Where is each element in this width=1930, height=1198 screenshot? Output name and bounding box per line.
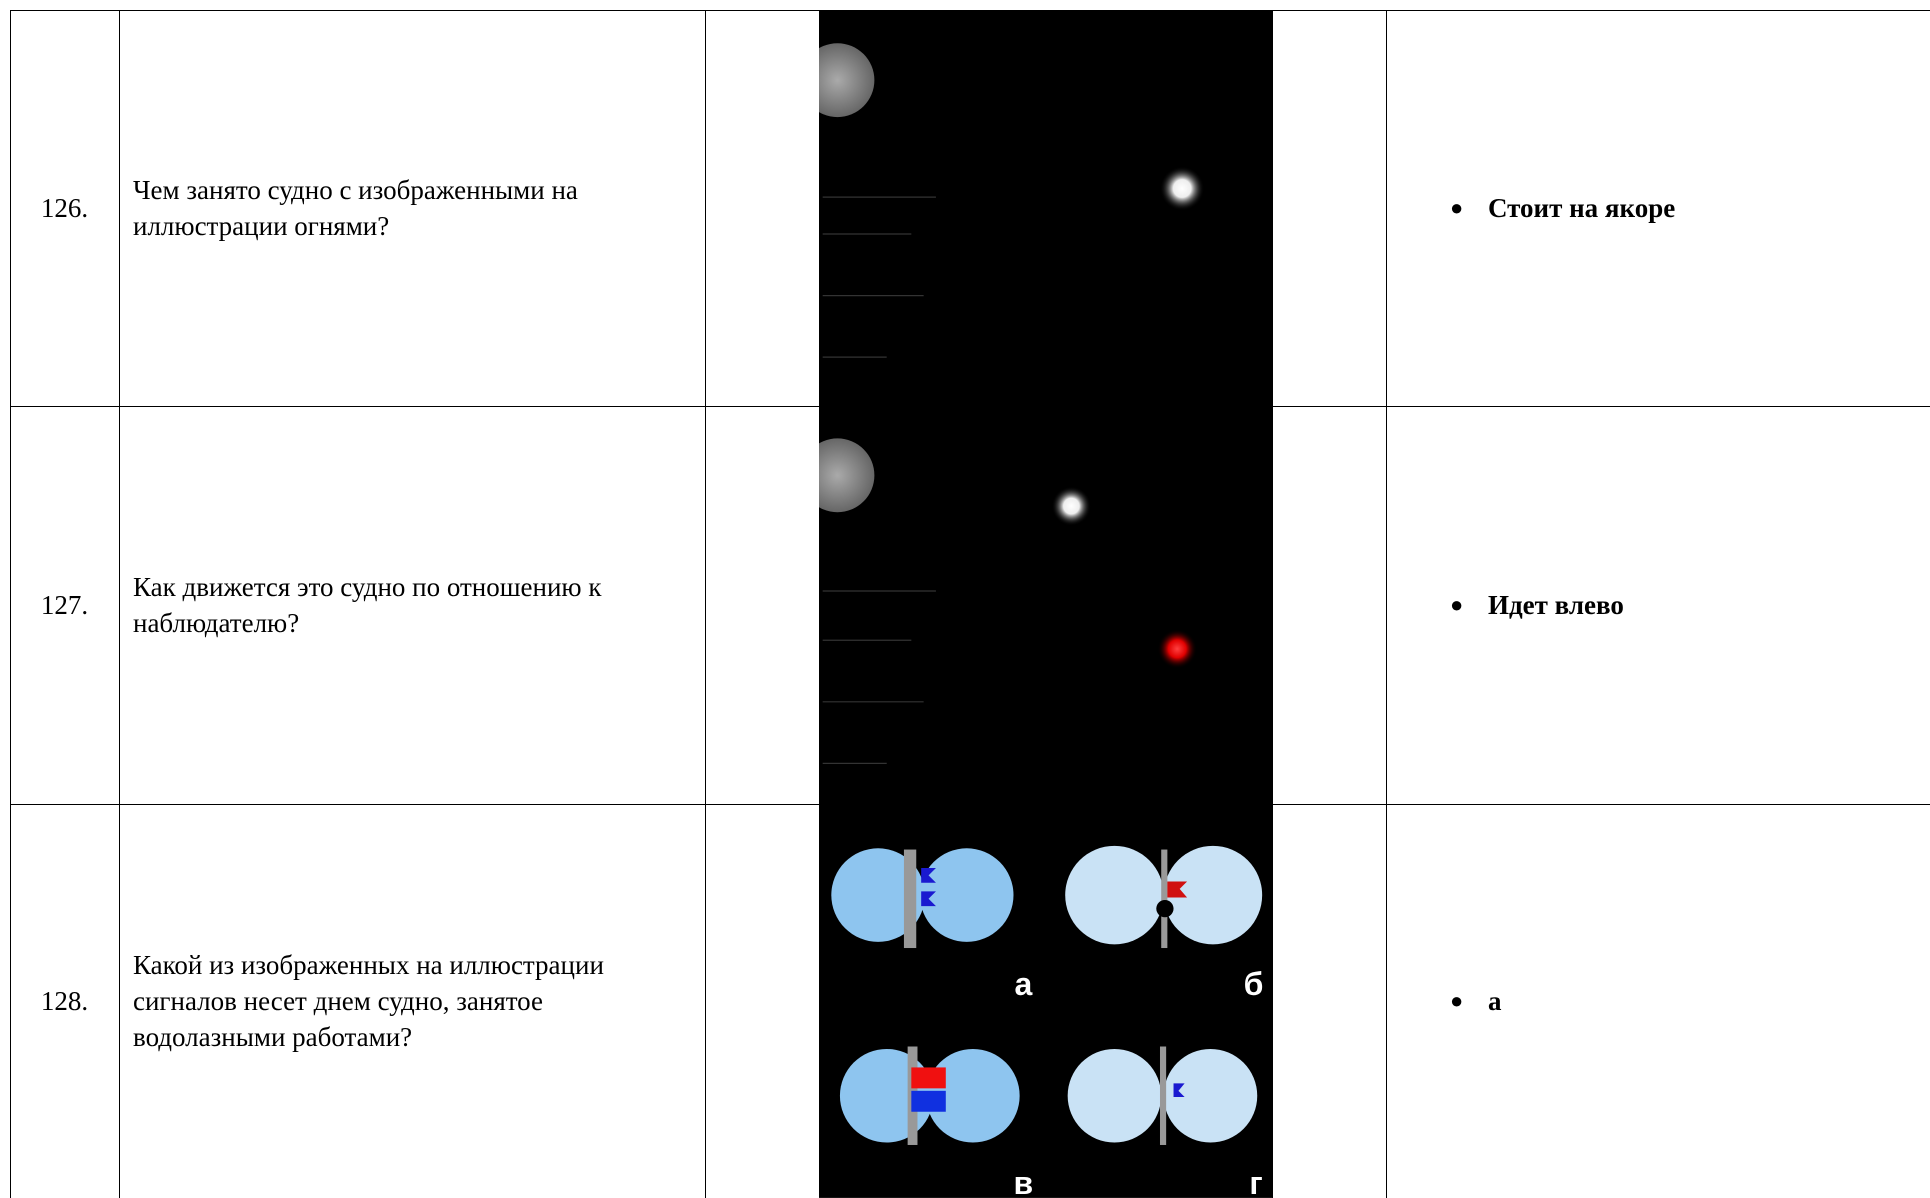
col-border	[119, 10, 120, 1198]
answer: ● Идет влево	[1440, 406, 1920, 804]
row-number: 127.	[40, 590, 89, 620]
answer: ● а	[1440, 804, 1920, 1198]
binoculars-v	[839, 1046, 1020, 1145]
image-label: б	[1244, 966, 1264, 1002]
image-label: в	[1014, 1165, 1034, 1198]
question: Какой из изображенных на иллюстрации сиг…	[133, 804, 693, 1198]
question-text: Как движется это судно по отношению к на…	[133, 572, 602, 638]
question-text: Чем занято судно с изображенными на иллю…	[133, 175, 578, 241]
question: Чем занято судно с изображенными на иллю…	[133, 10, 693, 406]
row-number: 126.	[40, 193, 89, 223]
row-number: 128.	[40, 986, 89, 1016]
answer-text: а	[1488, 986, 1502, 1016]
col-border	[1386, 10, 1387, 1198]
water	[822, 196, 936, 764]
night-image	[819, 10, 1272, 1198]
moon	[819, 43, 875, 118]
answer: ● Стоит на якоре	[1440, 10, 1920, 406]
red-light	[1157, 629, 1197, 669]
image-label: г	[1249, 1165, 1262, 1198]
white-light	[1159, 166, 1205, 211]
white-light	[1051, 486, 1092, 526]
binoculars-b	[1065, 845, 1263, 949]
image-label: а	[1014, 966, 1032, 1002]
answer-text: Стоит на якоре	[1488, 193, 1676, 223]
col-border	[10, 10, 11, 1198]
question-text: Какой из изображенных на иллюстрации сиг…	[133, 950, 604, 1052]
illustrations: а б в г	[819, 10, 1272, 1198]
col-border	[1272, 10, 1273, 1198]
moon	[819, 438, 875, 513]
col-border	[705, 10, 706, 1198]
answer-text: Идет влево	[1488, 590, 1624, 620]
binoculars-g	[1067, 1046, 1258, 1145]
question: Как движется это судно по отношению к на…	[133, 406, 693, 804]
binoculars-a	[831, 848, 1014, 949]
